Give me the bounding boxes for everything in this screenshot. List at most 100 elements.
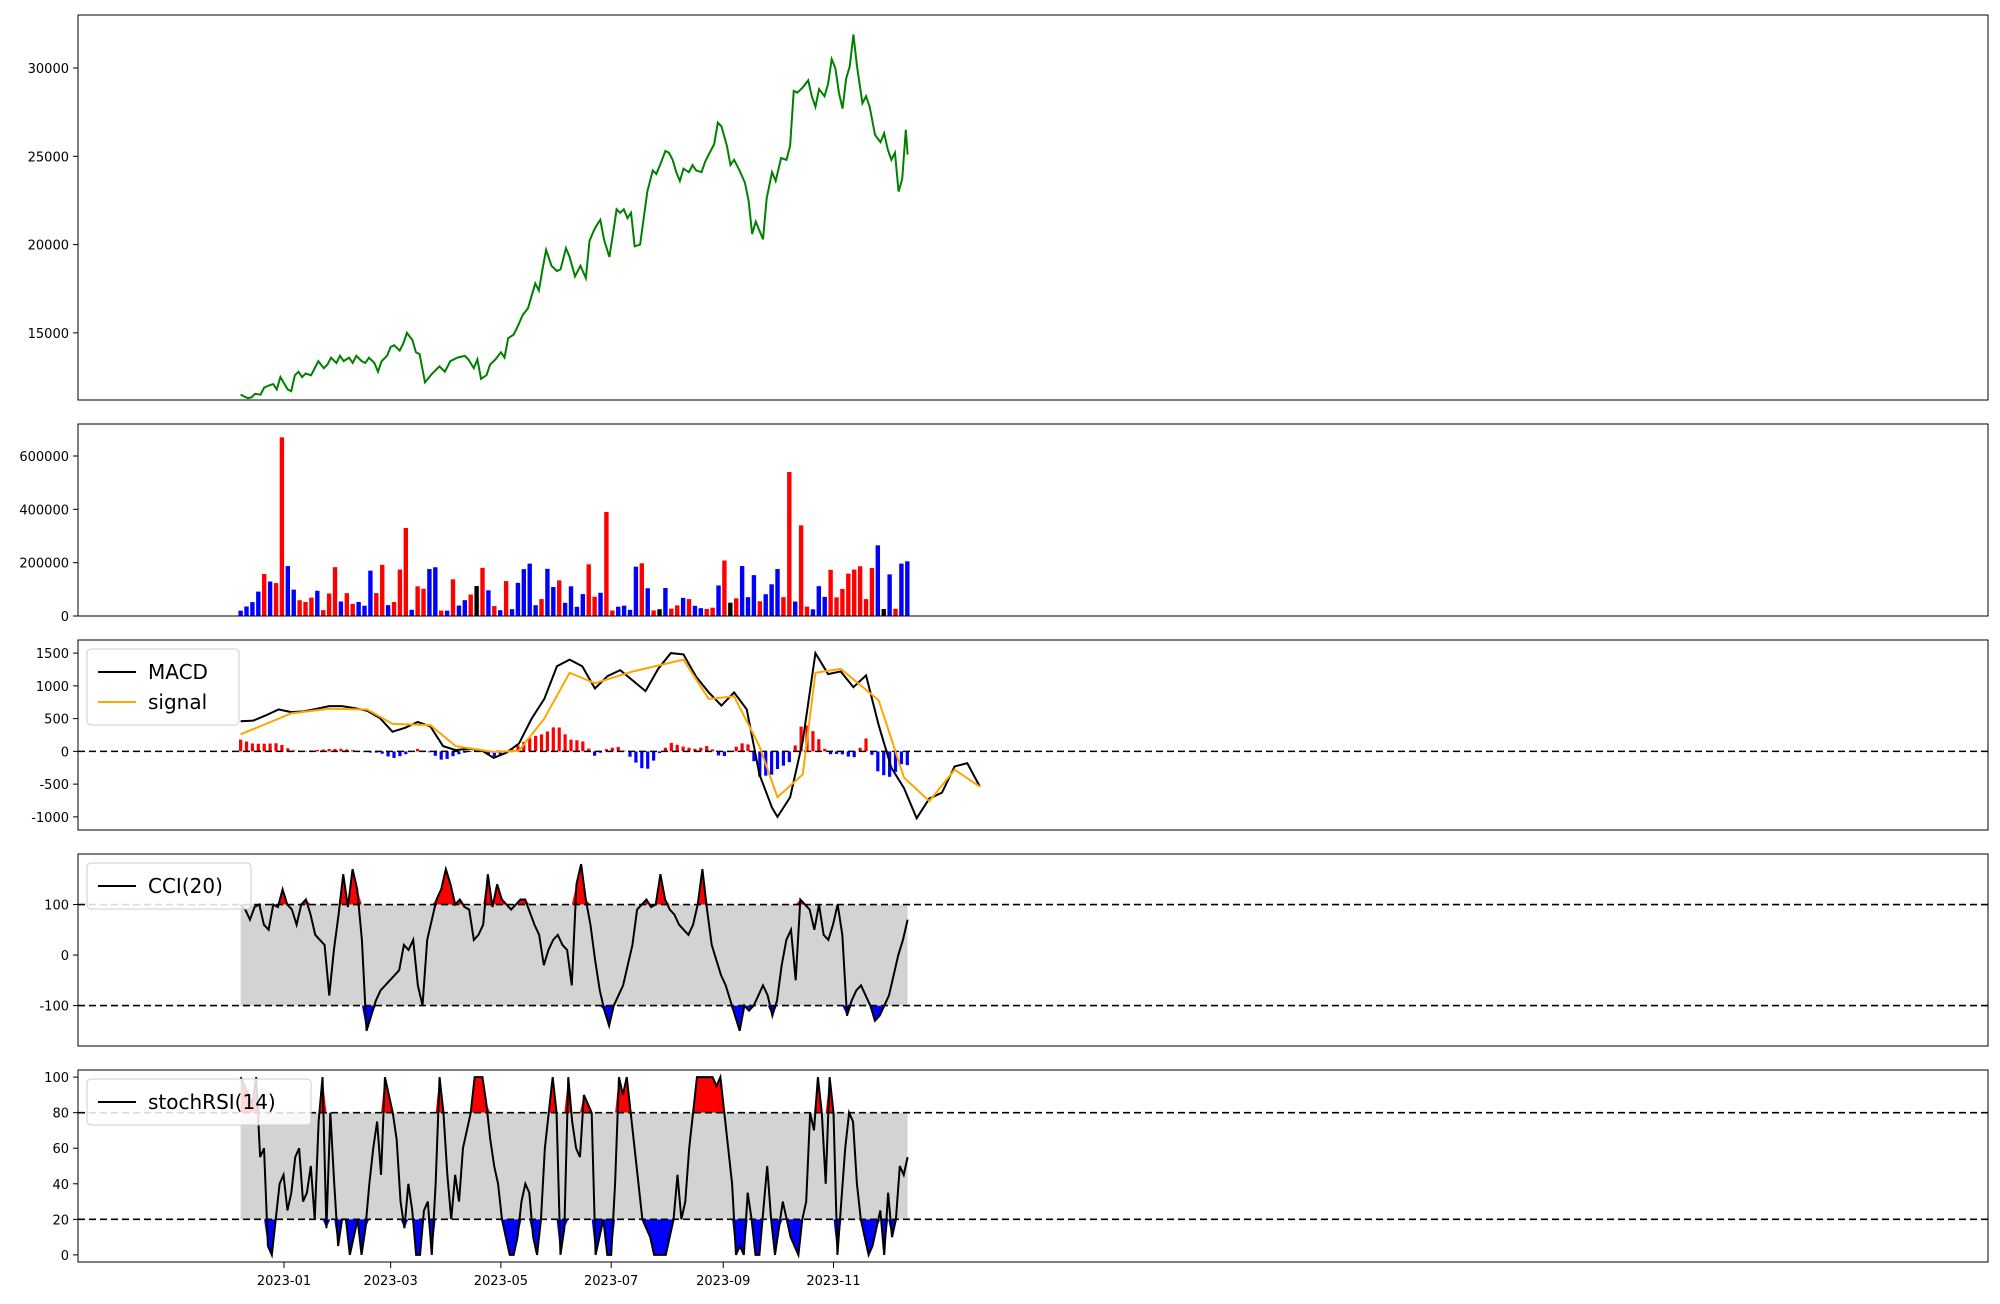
macd-hist-bar [770,751,773,774]
macd-hist-bar [274,743,277,751]
macd-hist-bar [569,740,572,752]
volume-bar [356,602,360,616]
volume-bar [557,580,561,616]
volume-bar [345,593,349,616]
volume-bar [905,561,909,616]
volume-bar [362,606,366,616]
x-tick-label: 2023-01 [257,1274,311,1289]
macd-hist-bar [735,747,738,752]
volume-bar [516,583,520,616]
macd-legend-label: MACD [148,660,208,684]
macd-hist-bar [906,751,909,765]
volume-bar [663,588,667,616]
macd-hist-bar [782,751,785,765]
volume-bar [799,525,803,616]
macd-hist-bar [280,745,283,751]
volume-bar [492,606,496,616]
volume-bar [522,569,526,616]
volume-bar [893,609,897,616]
volume-bar [887,574,891,616]
macd-hist-bar [328,749,331,751]
volume-bar [740,566,744,616]
volume-bar [292,590,296,616]
macd-hist-bar [723,751,726,756]
volume-bar [710,608,714,616]
volume-bar [528,564,532,616]
macd-hist-bar [864,738,867,751]
macd-hist-bar [646,751,649,768]
volume-bar [587,564,591,616]
macd-hist-bar [257,744,260,752]
volume-bar [646,588,650,616]
volume-bar [651,610,655,616]
macd-ytick-label: -500 [39,778,69,793]
macd-hist-bar [251,743,254,751]
macd-legend-label: signal [148,690,207,714]
macd-hist-bar [658,751,661,753]
macd-hist-bar [552,727,555,751]
volume-bar [598,593,602,616]
macd-hist-bar [392,751,395,758]
volume-bar [486,590,490,616]
macd-hist-bar [823,749,826,752]
signal-line [241,660,980,802]
macd-hist-bar [581,741,584,751]
volume-bar [864,599,868,616]
volume-bar [569,586,573,616]
macd-hist-bar [269,744,272,752]
volume-bar [769,584,773,616]
macd-hist-bar [404,751,407,754]
volume-bar [616,607,620,616]
stochrsi-legend-label: stochRSI(14) [148,1090,276,1114]
x-tick-label: 2023-09 [696,1274,750,1289]
volume-bar [687,599,691,616]
volume-bar [274,583,278,616]
macd-ytick-label: 0 [61,745,69,760]
volume-bar [256,592,260,616]
stochrsi-legend: stochRSI(14) [87,1079,311,1125]
volume-bar [469,595,473,616]
cci-ytick-label: 0 [61,949,69,964]
volume-bar [280,437,284,616]
volume-bar [610,611,614,616]
price-frame [78,15,1988,400]
volume-ytick-label: 0 [61,610,69,625]
volume-bar [752,575,756,616]
macd-hist-bar [788,751,791,762]
macd-hist-bar [882,751,885,775]
volume-bar [657,609,661,616]
volume-bar [262,574,266,616]
macd-hist-bar [876,751,879,771]
volume-bar [764,594,768,616]
volume-bar [634,567,638,616]
volume-bar [705,609,709,616]
volume-bar [457,606,461,616]
volume-bar [551,587,555,616]
volume-bar [728,603,732,616]
volume-bar [374,593,378,616]
cci-oversold-fill [241,1006,908,1031]
macd-ytick-label: -1000 [31,811,69,826]
volume-bar [238,611,242,616]
volume-bar [581,594,585,616]
macd-hist-bar [575,740,578,751]
macd-hist-bar [534,736,537,751]
volume-bar [498,610,502,616]
macd-legend: MACD signal [87,649,239,725]
macd-hist-bar [652,751,655,760]
stochrsi-ytick-label: 40 [52,1178,69,1193]
macd-frame [78,640,1988,830]
stochrsi-overbought-fill [241,1077,908,1113]
volume-bar [575,607,579,616]
volume-bar [716,585,720,616]
volume-bar [758,601,762,616]
volume-bar [321,610,325,616]
volume-bar [852,570,856,616]
volume-bar [303,602,307,616]
volume-bar [876,545,880,616]
volume-bar [451,579,455,616]
volume-bar [380,565,384,616]
